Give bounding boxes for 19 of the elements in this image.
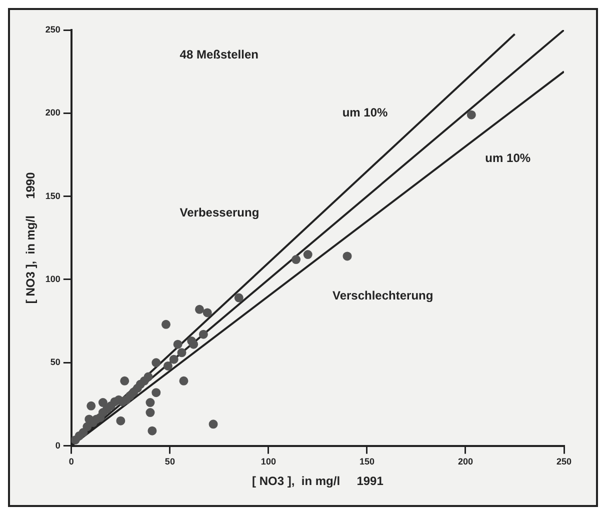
y-axis-title: [ NO3 ], in mg/l 1990	[24, 172, 38, 304]
x-tick-label: 100	[260, 456, 276, 467]
y-tick-label: 150	[45, 190, 60, 201]
y-tick-label: 200	[45, 108, 60, 118]
annotation: Verbesserung	[180, 205, 260, 220]
y-tick-label: 50	[50, 357, 60, 368]
x-axis-title: [ NO3 ], in mg/l 1991	[252, 474, 384, 488]
annotation: um 10%	[342, 105, 388, 120]
x-tick-label: 50	[164, 456, 175, 467]
x-tick-label: 200	[458, 456, 473, 467]
y-tick-label: 250	[45, 24, 60, 34]
annotation: 48 Meßstellen	[180, 47, 258, 62]
x-tick-label: 150	[359, 456, 374, 467]
annotation: um 10%	[485, 151, 531, 166]
x-tick-label: 0	[68, 456, 74, 467]
y-tick-label: 100	[45, 274, 60, 284]
x-tick-label: 250	[556, 456, 572, 467]
y-tick-label: 0	[55, 440, 60, 450]
annotation: Verschlechterung	[332, 288, 434, 302]
